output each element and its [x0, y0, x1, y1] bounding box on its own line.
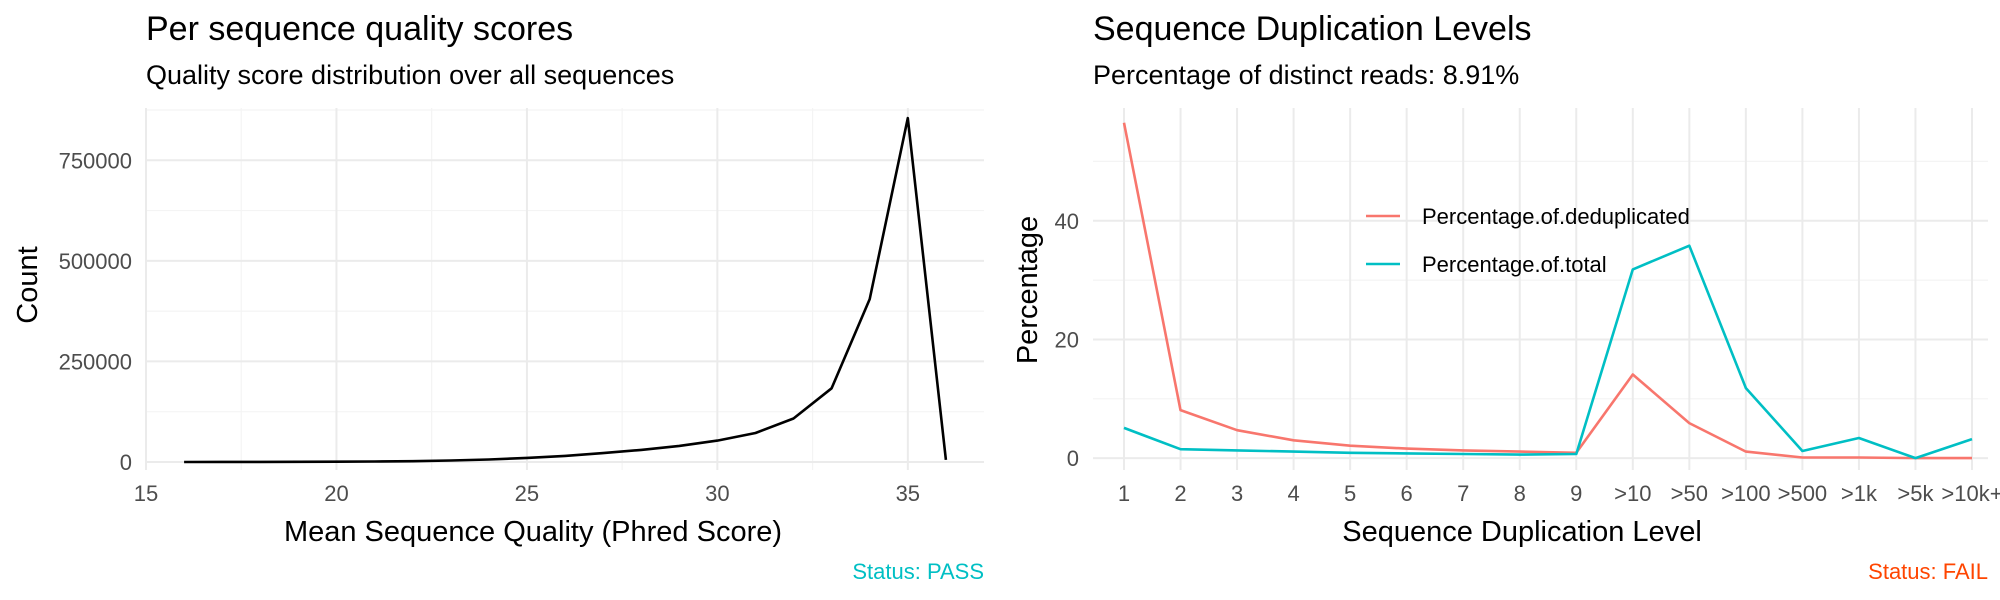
status-label: Status: FAIL	[1868, 559, 1988, 584]
x-tick-label: >10k+	[1941, 481, 2000, 506]
y-tick-label: 250000	[59, 349, 132, 374]
y-axis-ticks: 0 20 40	[1055, 209, 1079, 471]
duplication-levels-chart: Sequence Duplication Levels Percentage o…	[1012, 10, 2000, 584]
x-axis-ticks: 1 2 3 4 5 6 7 8 9 >10 >50 >100 >500 >1k >5k >10k+	[1118, 481, 2000, 506]
x-tick-label: >50	[1671, 481, 1708, 506]
x-tick-label: 20	[324, 481, 348, 506]
y-tick-label: 750000	[59, 148, 132, 173]
y-axis-title: Percentage	[1012, 216, 1044, 364]
chart-title: Sequence Duplication Levels	[1093, 10, 1532, 48]
y-tick-label: 0	[120, 450, 132, 475]
x-tick-label: >100	[1721, 481, 1771, 506]
x-tick-label: 35	[896, 481, 920, 506]
y-axis-title: Count	[12, 246, 44, 323]
status-label: Status: PASS	[852, 559, 984, 584]
series-lines	[184, 116, 948, 464]
chart-title: Per sequence quality scores	[146, 10, 573, 48]
x-tick-label: 5	[1344, 481, 1356, 506]
y-tick-label: 500000	[59, 249, 132, 274]
series-line	[184, 116, 948, 464]
x-tick-label: 9	[1570, 481, 1582, 506]
x-tick-label: >500	[1778, 481, 1828, 506]
x-tick-label: 25	[515, 481, 539, 506]
y-axis-ticks: 0 250000 500000 750000	[59, 148, 132, 475]
quality-scores-chart: Per sequence quality scores Quality scor…	[12, 10, 984, 584]
legend-label: Percentage.of.deduplicated	[1422, 204, 1690, 229]
chart-subtitle: Percentage of distinct reads: 8.91%	[1093, 60, 1519, 90]
chart-subtitle: Quality score distribution over all sequ…	[146, 60, 674, 90]
x-axis-title: Sequence Duplication Level	[1342, 516, 1702, 548]
x-tick-label: >10	[1614, 481, 1651, 506]
x-tick-label: 30	[705, 481, 729, 506]
x-tick-label: 15	[134, 481, 158, 506]
series-line	[1122, 122, 1972, 460]
x-tick-label: 3	[1231, 481, 1243, 506]
legend-label: Percentage.of.total	[1422, 252, 1607, 277]
y-tick-label: 40	[1055, 209, 1079, 234]
x-axis-ticks: 15 20 25 30 35	[134, 481, 920, 506]
plot-grid	[1093, 108, 1988, 470]
x-tick-label: >1k	[1841, 481, 1878, 506]
plot-grid	[145, 108, 984, 470]
x-tick-label: >5k	[1897, 481, 1934, 506]
y-tick-label: 0	[1067, 446, 1079, 471]
x-tick-label: 1	[1118, 481, 1130, 506]
x-tick-label: 6	[1401, 481, 1413, 506]
x-tick-label: 4	[1287, 481, 1299, 506]
x-tick-label: 8	[1514, 481, 1526, 506]
x-tick-label: 7	[1457, 481, 1469, 506]
y-tick-label: 20	[1055, 327, 1079, 352]
x-tick-label: 2	[1174, 481, 1186, 506]
legend: Percentage.of.deduplicated Percentage.of.…	[1366, 204, 1690, 277]
series-line	[1123, 244, 1973, 460]
x-axis-title: Mean Sequence Quality (Phred Score)	[284, 516, 782, 548]
series-lines	[1122, 122, 1973, 460]
